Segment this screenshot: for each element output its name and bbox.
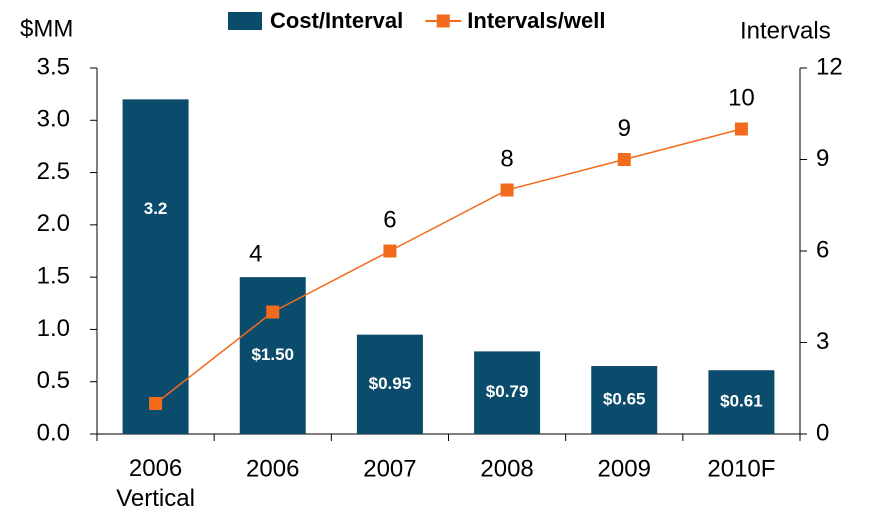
bar: [356, 334, 423, 434]
bar: [708, 370, 775, 434]
y2-tick-label: 9: [816, 145, 829, 172]
bar-value-label: $1.50: [251, 345, 294, 364]
bar: [474, 351, 541, 434]
line-marker: [266, 305, 280, 319]
y-tick-label: 3.5: [37, 53, 70, 80]
x-tick-label: 2006 Vertical: [116, 455, 195, 512]
line-value-label: 10: [728, 84, 755, 111]
y-tick-label: 2.5: [37, 158, 70, 185]
line-marker: [149, 397, 163, 410]
line-value-label: 9: [618, 115, 631, 142]
x-tick-label: 2008: [480, 455, 533, 482]
bar-value-label: $0.79: [486, 382, 529, 401]
y-tick-label: 3.0: [37, 106, 70, 133]
y2-tick-label: 6: [816, 236, 829, 263]
y-axis-label: $MM: [20, 15, 73, 42]
legend-swatch: [436, 14, 450, 28]
y2-tick-label: 3: [816, 328, 829, 355]
x-tick-label: 2010F: [707, 455, 775, 482]
y2-tick-label: 12: [816, 53, 843, 80]
y-tick-label: 2.0: [37, 210, 70, 237]
x-tick-label: 2009: [598, 455, 651, 482]
line-marker: [734, 122, 748, 136]
bar: [591, 366, 658, 434]
bar-value-label: 3.2: [144, 199, 168, 218]
y-tick-label: 0.0: [37, 419, 70, 446]
line-marker: [500, 183, 514, 197]
y2-axis-label: Intervals: [740, 17, 831, 44]
bar: [122, 99, 189, 434]
bar-value-label: $0.95: [369, 374, 412, 393]
line-marker: [617, 153, 631, 166]
bar-value-label: $0.65: [603, 389, 646, 408]
line: [155, 128, 742, 405]
bar: [239, 277, 306, 434]
y-tick-label: 1.0: [37, 315, 70, 342]
x-tick-label: 2007: [363, 455, 416, 482]
x-tick-label: 2006: [246, 455, 299, 482]
legend-label: Cost/Interval: [270, 8, 403, 33]
y-tick-label: 1.5: [37, 262, 70, 289]
line-value-label: 4: [249, 240, 262, 267]
y-tick-label: 0.5: [37, 367, 70, 394]
line-value-label: 8: [500, 145, 513, 172]
bar-value-label: $0.61: [720, 392, 763, 411]
legend-label: Intervals/well: [467, 8, 605, 33]
legend-swatch: [228, 12, 262, 30]
line-marker: [383, 244, 397, 258]
line-value-label: 6: [383, 206, 396, 233]
y2-tick-label: 0: [816, 419, 829, 446]
